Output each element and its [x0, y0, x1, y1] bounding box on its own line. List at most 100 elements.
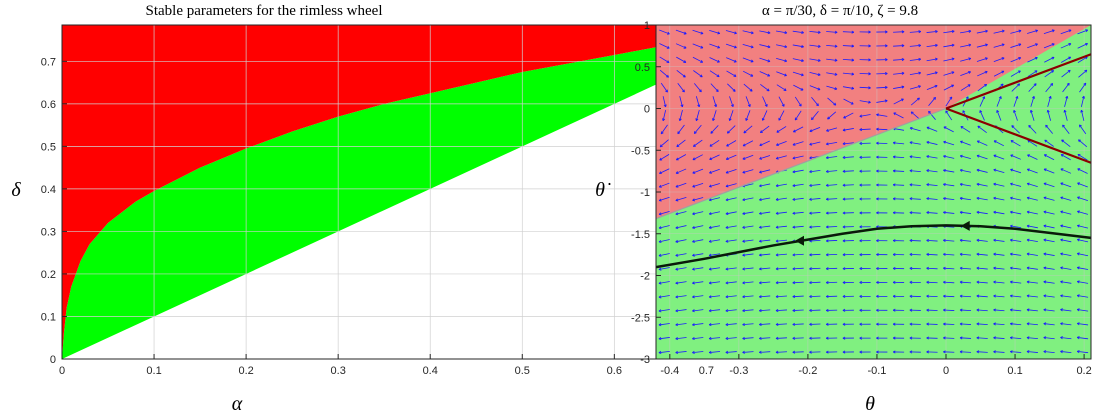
vector-arrowhead [909, 169, 913, 173]
vector-arrowhead [1034, 70, 1038, 74]
vector-arrowhead [876, 127, 879, 131]
trajectory-arrowhead [795, 235, 804, 246]
vector-arrow [729, 110, 734, 121]
vector-arrow [1027, 154, 1038, 160]
vector-arrow [742, 239, 754, 242]
vector-arrow [692, 182, 704, 188]
vector-arrowhead [918, 57, 922, 61]
vector-arrowhead [842, 253, 846, 257]
vector-arrow [1043, 351, 1055, 353]
vector-arrowhead [759, 211, 762, 215]
vector-arrow [725, 183, 737, 187]
vector-arrow [776, 57, 787, 62]
vector-arrow [1043, 182, 1055, 188]
vector-arrowhead [708, 295, 712, 299]
vector-arrowhead [892, 336, 896, 340]
vector-arrowhead [926, 140, 930, 144]
vector-arrow [676, 139, 686, 147]
vector-arrow [909, 156, 921, 159]
vector-arrowhead [868, 72, 871, 76]
vector-arrow [960, 267, 972, 270]
vector-arrow [658, 309, 670, 312]
vector-arrowhead [809, 129, 813, 133]
vector-arrow [809, 253, 821, 256]
vector-arrow [943, 155, 955, 159]
vector-arrowhead [1010, 140, 1014, 143]
vector-arrowhead [708, 212, 712, 216]
vector-arrow [993, 337, 1005, 339]
vector-arrowhead [775, 156, 779, 160]
vector-arrowhead [909, 183, 913, 187]
vector-arrow [960, 71, 971, 77]
vector-arrow [658, 253, 670, 257]
vector-arrowhead [985, 43, 988, 47]
vector-arrow [1027, 30, 1038, 34]
vector-arrowhead [859, 336, 863, 340]
vector-arrow [1011, 83, 1020, 92]
vector-arrowhead [892, 239, 896, 243]
vector-arrowhead [733, 74, 737, 77]
vector-arrow [1026, 281, 1038, 284]
vector-arrow [993, 183, 1005, 187]
vector-arrowhead [658, 295, 662, 299]
vector-arrow [742, 211, 754, 215]
vector-arrowhead [1026, 308, 1030, 312]
vector-arrow [776, 126, 787, 133]
vector-arrow [1043, 253, 1055, 256]
vector-arrow [926, 184, 938, 187]
vector-arrow [776, 155, 787, 160]
vector-arrowhead [959, 336, 963, 340]
vector-arrowhead [692, 239, 695, 243]
vector-arrowhead [993, 196, 997, 200]
vector-arrowhead [959, 350, 963, 354]
vector-arrow [1013, 110, 1018, 121]
vector-arrowhead [776, 129, 780, 133]
vector-arrowhead [876, 211, 879, 215]
vector-arrowhead [714, 104, 718, 108]
vector-arrowhead [1001, 43, 1005, 47]
vector-arrowhead [976, 168, 980, 172]
vector-arrowhead [742, 253, 746, 257]
vector-arrowhead [976, 280, 980, 284]
vector-arrowhead [951, 43, 955, 47]
vector-arrow [792, 141, 804, 146]
vector-arrowhead [658, 323, 662, 327]
vector-arrowhead [825, 197, 829, 201]
vector-arrowhead [901, 30, 905, 34]
vector-arrow [775, 351, 787, 353]
vector-arrowhead [834, 30, 838, 34]
vector-arrow [659, 69, 669, 78]
vector-arrow [893, 58, 905, 61]
vector-arrowhead [742, 267, 746, 271]
vector-arrowhead [800, 73, 804, 77]
vector-arrowhead [1043, 280, 1047, 284]
vector-arrow [1027, 139, 1038, 147]
vector-arrowhead [792, 225, 796, 229]
vector-arrow [1060, 239, 1072, 243]
vector-arrowhead [733, 59, 737, 63]
vector-arrowhead [951, 84, 955, 88]
vector-arrowhead [692, 281, 695, 285]
vector-arrowhead [742, 309, 745, 313]
vector-arrowhead [926, 308, 929, 312]
right-xtick-label: 0.2 [1076, 365, 1091, 377]
right-chart-title: α = π/30, δ = π/10, ζ = 9.8 [762, 3, 918, 19]
vector-arrowhead [809, 183, 812, 187]
vector-arrowhead [859, 169, 863, 173]
vector-arrowhead [784, 31, 788, 35]
vector-arrowhead [943, 154, 946, 158]
vector-arrow [1077, 239, 1089, 243]
vector-arrow [1026, 253, 1038, 256]
left-ytick-label: 0 [50, 354, 56, 366]
vector-arrow [893, 170, 905, 172]
vector-arrow [909, 198, 921, 200]
vector-arrow [926, 155, 938, 159]
vector-arrowhead [680, 104, 684, 108]
right-boundary-lines [655, 53, 1092, 220]
vector-arrow [709, 70, 720, 78]
vector-arrowhead [1010, 350, 1013, 354]
vector-arrow [976, 281, 988, 284]
vector-arrowhead [715, 89, 719, 93]
vector-arrowhead [1013, 109, 1017, 113]
